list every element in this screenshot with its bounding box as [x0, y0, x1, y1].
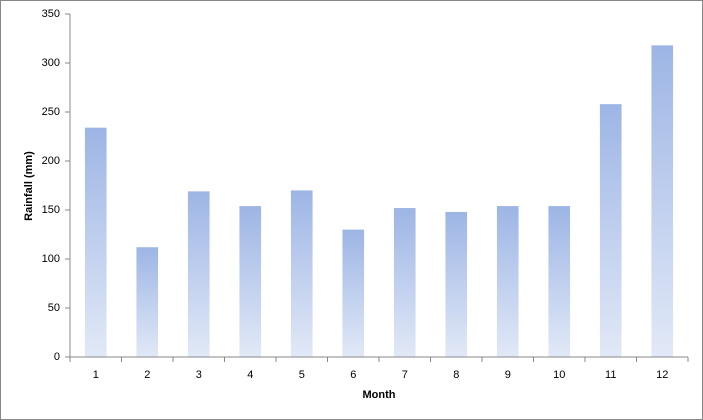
x-tick-label: 7 [402, 369, 408, 381]
y-tick-label: 0 [54, 351, 60, 363]
y-tick-label: 150 [42, 204, 60, 216]
y-tick-label: 350 [42, 8, 60, 20]
x-tick-label: 12 [656, 369, 668, 381]
bar [445, 211, 468, 357]
bar [651, 45, 674, 358]
bar [84, 127, 107, 358]
bar [548, 206, 571, 357]
y-tick-label: 50 [48, 302, 60, 314]
bar [239, 206, 262, 357]
x-tick-label: 4 [247, 369, 253, 381]
x-tick-label: 6 [350, 369, 356, 381]
x-tick-label: 3 [196, 369, 202, 381]
x-tick-label: 2 [144, 369, 150, 381]
x-tick-label: 9 [505, 369, 511, 381]
bar [393, 208, 416, 357]
y-tick-label: 300 [42, 57, 60, 69]
x-tick-label: 8 [453, 369, 459, 381]
y-tick-label: 250 [42, 106, 60, 118]
y-tick-label: 100 [42, 253, 60, 265]
x-tick-label: 10 [553, 369, 565, 381]
bar [496, 206, 519, 357]
x-axis-title: Month [363, 389, 396, 401]
x-tick-label: 5 [299, 369, 305, 381]
bar [187, 191, 210, 357]
y-axis-title: Rainfall (mm) [23, 151, 35, 221]
bar [599, 104, 622, 357]
bar [290, 190, 313, 357]
x-tick-label: 11 [605, 369, 616, 381]
bar [136, 247, 159, 357]
y-tick-label: 200 [42, 155, 60, 167]
bar [342, 229, 365, 357]
x-tick-label: 1 [93, 369, 99, 381]
